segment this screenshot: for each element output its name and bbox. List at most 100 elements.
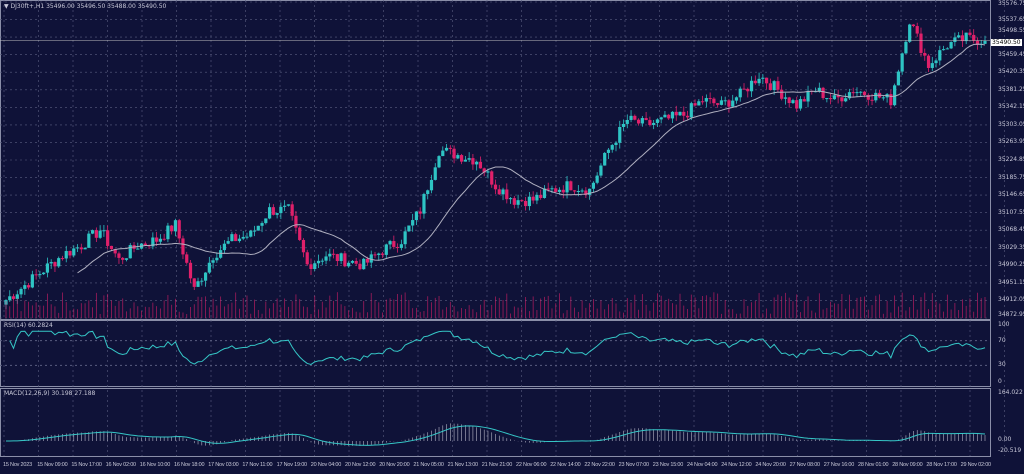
x-tick-label: 28 Nov 01:00 bbox=[858, 462, 889, 468]
candle-body bbox=[738, 88, 742, 98]
candle-body bbox=[930, 63, 934, 68]
candle-body bbox=[493, 184, 498, 190]
x-tick-label: 16 Nov 18:00 bbox=[174, 462, 205, 468]
candle-body bbox=[610, 145, 614, 150]
candle-body bbox=[151, 237, 155, 247]
candle-body bbox=[286, 204, 291, 206]
candle-body bbox=[121, 257, 125, 260]
candle-body bbox=[674, 111, 678, 116]
candle-body bbox=[975, 40, 980, 45]
candle-body bbox=[294, 215, 298, 228]
candle-body bbox=[783, 97, 788, 99]
candle-body bbox=[972, 34, 976, 41]
candle-body bbox=[460, 155, 464, 162]
candle-body bbox=[870, 99, 874, 101]
candle-body bbox=[953, 37, 957, 43]
macd-label: MACD(12,26,9) 30.198 27.188 bbox=[4, 390, 96, 397]
candle-body bbox=[207, 262, 211, 273]
candle-body bbox=[260, 223, 264, 226]
candle-body bbox=[380, 253, 385, 255]
candle-body bbox=[787, 97, 791, 104]
candle-body bbox=[452, 148, 456, 159]
candle-body bbox=[524, 200, 528, 207]
candle-body bbox=[825, 98, 829, 100]
candle-body bbox=[245, 236, 249, 238]
candle-body bbox=[426, 190, 430, 195]
candle-body bbox=[685, 115, 690, 118]
candle-body bbox=[663, 114, 667, 118]
y-tick-label: 34990.25 bbox=[998, 261, 1024, 269]
candle-body bbox=[621, 123, 626, 127]
candle-body bbox=[508, 198, 513, 200]
candle-body bbox=[211, 260, 215, 263]
candle-body bbox=[230, 234, 234, 242]
candle-body bbox=[580, 190, 584, 192]
x-tick-label: 15 Nov 09:00 bbox=[37, 462, 68, 468]
candle-body bbox=[539, 194, 543, 198]
candle-body bbox=[482, 168, 486, 173]
candle-body bbox=[881, 97, 885, 99]
candle-body bbox=[697, 101, 701, 106]
candle-body bbox=[505, 189, 509, 200]
candle-body bbox=[57, 258, 61, 267]
candle-body bbox=[162, 238, 166, 240]
candle-body bbox=[490, 171, 494, 185]
x-tick-label: 21 Nov 05:00 bbox=[413, 462, 444, 468]
candle-body bbox=[945, 48, 949, 50]
candle-body bbox=[655, 119, 660, 123]
candle-body bbox=[264, 218, 268, 224]
candle-body bbox=[19, 288, 23, 295]
candle-body bbox=[859, 91, 863, 93]
x-tick-label: 24 Nov 04:00 bbox=[687, 462, 718, 468]
candle-body bbox=[497, 189, 501, 195]
candle-body bbox=[716, 103, 720, 105]
candle-body bbox=[343, 253, 347, 267]
candle-body bbox=[448, 147, 452, 149]
x-tick-label: 21 Nov 21:00 bbox=[481, 462, 513, 468]
candle-body bbox=[501, 189, 505, 195]
candle-body bbox=[693, 103, 697, 106]
x-tick-label: 17 Nov 03:00 bbox=[208, 462, 239, 468]
candle-body bbox=[893, 85, 897, 106]
candle-body bbox=[640, 118, 644, 124]
candle-body bbox=[723, 100, 727, 102]
y-tick-label: 35107.55 bbox=[998, 208, 1024, 216]
candle-body bbox=[765, 77, 769, 84]
candle-body bbox=[712, 98, 716, 104]
x-tick-label: 16 Nov 02:00 bbox=[105, 462, 137, 468]
candle-body bbox=[241, 236, 245, 239]
candle-body bbox=[629, 115, 633, 120]
y-tick-label: 35420.35 bbox=[998, 68, 1024, 76]
candle-body bbox=[689, 103, 693, 118]
candle-body bbox=[923, 52, 927, 56]
candle-body bbox=[128, 245, 132, 259]
candle-body bbox=[433, 167, 437, 180]
candle-body bbox=[652, 122, 656, 125]
candle-body bbox=[614, 142, 618, 146]
candle-body bbox=[746, 88, 750, 92]
candle-body bbox=[802, 99, 806, 102]
candle-body bbox=[203, 272, 208, 281]
candle-body bbox=[761, 77, 765, 79]
candle-body bbox=[407, 225, 411, 232]
dropdown-triangle-icon[interactable]: ▼ bbox=[4, 3, 11, 10]
x-tick-label: 23 Nov 15:00 bbox=[652, 462, 684, 468]
candle-body bbox=[222, 243, 226, 251]
candle-body bbox=[418, 211, 422, 214]
candle-body bbox=[339, 253, 343, 262]
candle-body bbox=[572, 190, 577, 192]
candle-body bbox=[527, 196, 531, 207]
pane-border bbox=[0, 388, 991, 457]
candle-body bbox=[851, 92, 855, 94]
candle-body bbox=[908, 24, 912, 42]
x-tick-label: 24 Nov 20:00 bbox=[755, 462, 786, 468]
candle-body bbox=[949, 42, 953, 49]
candle-body bbox=[757, 78, 761, 84]
candle-body bbox=[467, 158, 471, 160]
candle-body bbox=[328, 253, 332, 257]
candle-body bbox=[267, 207, 272, 219]
candle-body bbox=[678, 111, 682, 116]
candle-body bbox=[768, 83, 772, 90]
candle-body bbox=[362, 258, 366, 270]
